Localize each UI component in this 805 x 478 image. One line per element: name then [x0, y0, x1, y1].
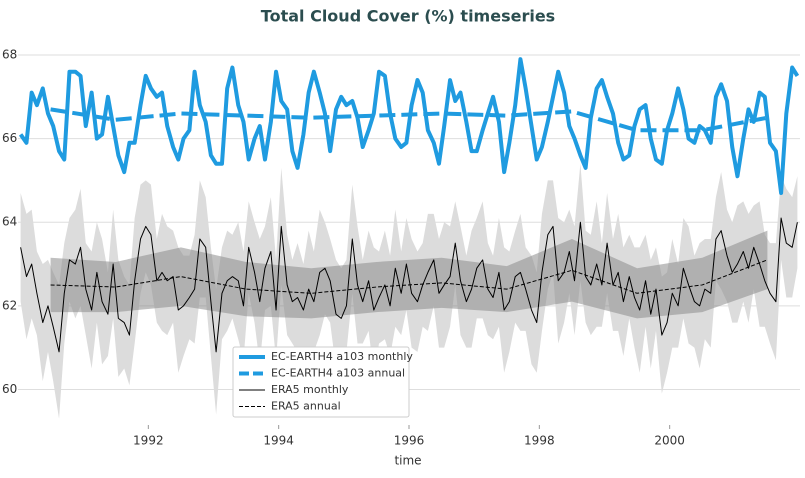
legend-box: [232, 346, 410, 418]
legend-label: ERA5 annual: [271, 400, 341, 413]
legend-label: ERA5 monthly: [271, 383, 349, 396]
x-axis-label: time: [394, 454, 421, 468]
legend-label: EC-EARTH4 a103 monthly: [271, 350, 413, 363]
legend-label: EC-EARTH4 a103 annual: [271, 367, 405, 380]
legend: EC-EARTH4 a103 monthly EC-EARTH4 a103 ann…: [232, 346, 413, 418]
x-tick-label: 1996: [394, 434, 425, 448]
y-tick-label: 66: [2, 131, 17, 145]
series-line: [18, 57, 800, 195]
series-line: [50, 259, 768, 294]
plot-area: [18, 54, 800, 429]
x-tick-label: 2000: [654, 434, 685, 448]
spread-band: [50, 230, 768, 319]
y-tick-label: 62: [2, 298, 17, 312]
y-tick-label: 68: [2, 47, 17, 61]
y-tick-label: 60: [2, 382, 17, 396]
chart-title: Total Cloud Cover (%) timeseries: [261, 7, 555, 26]
x-tick-label: 1998: [524, 434, 555, 448]
x-tick-label: 1992: [133, 434, 164, 448]
series-line: [20, 217, 798, 353]
series-line: [50, 107, 768, 133]
x-tick-label: 1994: [263, 434, 294, 448]
y-tick-label: 64: [2, 215, 17, 229]
